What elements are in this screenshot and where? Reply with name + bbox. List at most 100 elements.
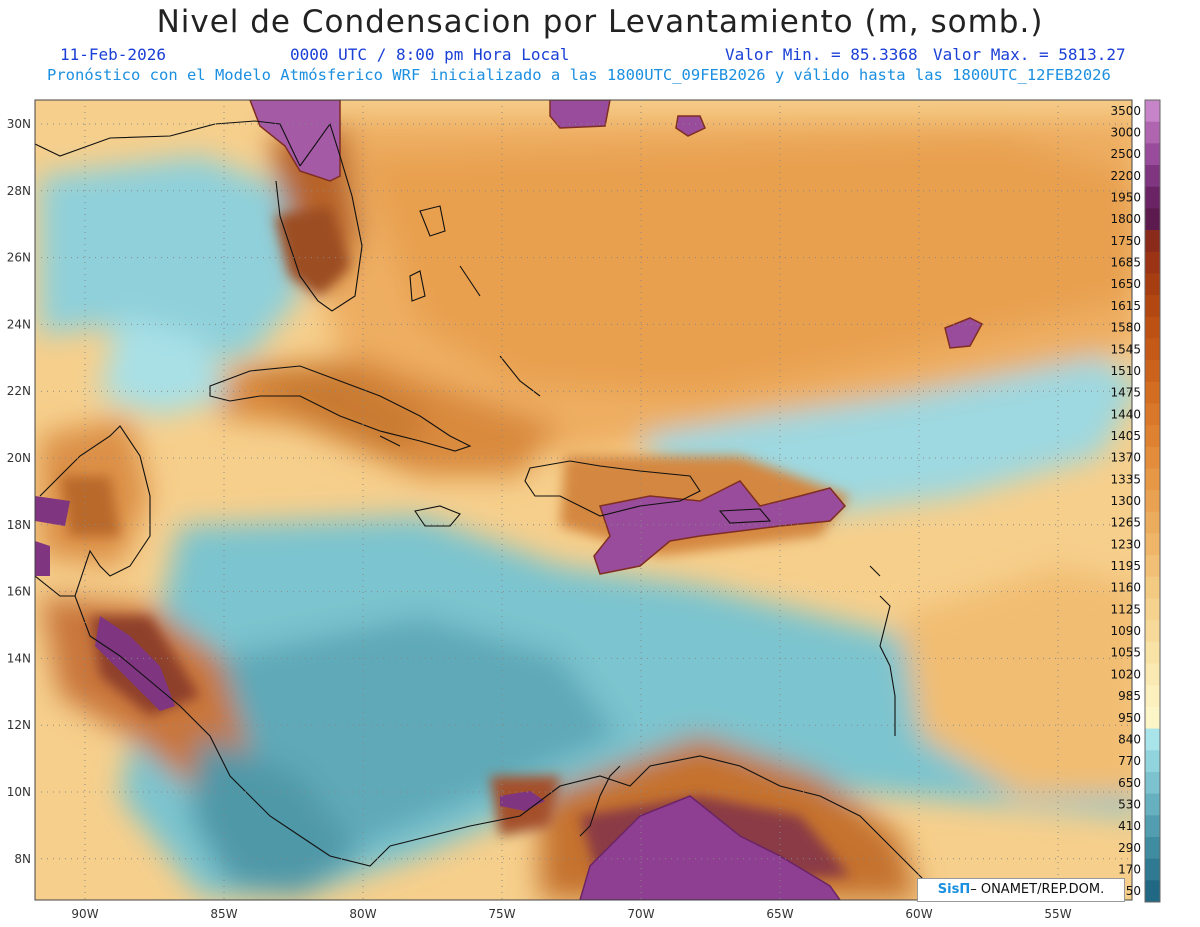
colorbar: 3500 3000 2500 2200 1950 1800 1750 1685 1650 1615… (1110, 99, 1161, 903)
lon-label: 65W (766, 907, 793, 921)
colorbar-label: 3000 (1110, 126, 1141, 140)
colorbar-swatch (1145, 511, 1160, 534)
colorbar-label: 1265 (1110, 516, 1141, 530)
colorbar-swatch (1145, 576, 1160, 599)
colorbar-swatch (1145, 425, 1160, 448)
map-figure: 30N 28N 26N 24N 22N 20N 18N 16N 14N 12N 10N 8N 90W 8… (7, 99, 1161, 921)
colorbar-swatch (1145, 143, 1160, 166)
colorbar-label: 840 (1118, 732, 1141, 746)
colorbar-label: 1160 (1110, 581, 1141, 595)
colorbar-label: 770 (1118, 754, 1141, 768)
colorbar-label: 1195 (1110, 559, 1141, 573)
colorbar-swatch (1145, 186, 1160, 209)
colorbar-swatch (1145, 880, 1160, 903)
colorbar-swatch (1145, 295, 1160, 318)
lon-label: 70W (627, 907, 654, 921)
lat-label: 18N (7, 518, 31, 532)
colorbar-label: 410 (1118, 819, 1141, 833)
colorbar-label: 1370 (1110, 451, 1141, 465)
colorbar-swatch (1145, 663, 1160, 686)
colorbar-swatch (1145, 598, 1160, 621)
lat-label: 8N (14, 852, 31, 866)
colorbar-label: 1685 (1110, 256, 1141, 270)
colorbar-label: 2500 (1110, 147, 1141, 161)
colorbar-swatch (1145, 468, 1160, 491)
forecast-description: Pronóstico con el Modelo Atmósferico WRF… (47, 66, 1111, 84)
credit-dash: – (970, 882, 981, 897)
latitude-labels: 30N 28N 26N 24N 22N 20N 18N 16N 14N 12N 10N 8N (7, 117, 31, 866)
lat-label: 20N (7, 451, 31, 465)
lat-label: 22N (7, 384, 31, 398)
colorbar-label: 1125 (1110, 602, 1141, 616)
forecast-time: 0000 UTC / 8:00 pm Hora Local (290, 45, 570, 64)
value-min: Valor Min. = 85.3368 (725, 45, 918, 64)
colorbar-label: 650 (1118, 776, 1141, 790)
colorbar-label: 530 (1118, 797, 1141, 811)
colorbar-swatch (1145, 446, 1160, 469)
sispi-logo: SisΠ (937, 882, 971, 897)
colorbar-swatch (1145, 620, 1160, 643)
colorbar-swatch (1145, 750, 1160, 773)
lat-label: 10N (7, 785, 31, 799)
colorbar-swatch (1145, 230, 1160, 253)
colorbar-label: 3500 (1110, 104, 1141, 118)
lat-label: 26N (7, 251, 31, 265)
value-max: Valor Max. = 5813.27 (933, 45, 1126, 64)
colorbar-swatch (1145, 771, 1160, 795)
lat-label: 28N (7, 184, 31, 198)
credit-text: ONAMET/REP.DOM. (980, 882, 1105, 897)
chart-title: Nivel de Condensacion por Levantamiento … (156, 4, 1044, 40)
colorbar-label: 1090 (1110, 624, 1141, 638)
colorbar-label: 1800 (1110, 212, 1141, 226)
forecast-date: 11-Feb-2026 (60, 45, 166, 64)
colorbar-frame (1144, 99, 1161, 903)
colorbar-label: 1615 (1110, 299, 1141, 313)
colorbar-label: 1440 (1110, 407, 1141, 421)
colorbar-swatch (1145, 836, 1160, 860)
colorbar-swatch (1145, 533, 1160, 556)
colorbar-swatch (1145, 641, 1160, 664)
colorbar-swatch (1145, 338, 1160, 361)
colorbar-swatch (1145, 815, 1160, 838)
colorbar-label: 1475 (1110, 386, 1141, 400)
lat-label: 24N (7, 317, 31, 331)
colorbar-swatch (1145, 165, 1160, 188)
colorbar-swatch (1145, 208, 1160, 231)
colorbar-swatch (1145, 273, 1160, 296)
colorbar-label: 985 (1118, 689, 1141, 703)
colorbar-label: 1230 (1110, 537, 1141, 551)
colorbar-swatch (1145, 555, 1160, 578)
colorbar-swatch (1145, 381, 1160, 404)
colorbar-swatch (1145, 858, 1160, 881)
longitude-labels: 90W 85W 80W 75W 70W 65W 60W 55W (71, 907, 1071, 921)
coastlines (35, 120, 931, 887)
colorbar-label: 50 (1126, 884, 1141, 898)
colorbar-swatch (1145, 490, 1160, 513)
lon-label: 80W (349, 907, 376, 921)
colorbar-swatch (1145, 403, 1160, 426)
colorbar-swatch (1145, 100, 1160, 123)
colorbar-swatch (1145, 685, 1160, 708)
colorbar-label: 1020 (1110, 667, 1141, 681)
lat-label: 14N (7, 651, 31, 665)
colorbar-swatch (1145, 793, 1160, 816)
colorbar-label: 1750 (1110, 234, 1141, 248)
lon-label: 75W (488, 907, 515, 921)
lon-label: 55W (1044, 907, 1071, 921)
lat-label: 30N (7, 117, 31, 131)
colorbar-label: 1300 (1110, 494, 1141, 508)
colorbar-label: 1580 (1110, 321, 1141, 335)
colorbar-label: 290 (1118, 841, 1141, 855)
colorbar-label: 2200 (1110, 169, 1141, 183)
colorbar-swatch (1145, 706, 1160, 729)
colorbar-label: 1335 (1110, 472, 1141, 486)
colorbar-label: 1405 (1110, 429, 1141, 443)
graticule (35, 100, 1132, 900)
colorbar-label: 1545 (1110, 342, 1141, 356)
colorbar-swatch (1145, 728, 1160, 751)
colorbar-swatch (1145, 316, 1160, 339)
colorbar-label: 170 (1118, 862, 1141, 876)
colorbar-label: 1650 (1110, 277, 1141, 291)
lat-label: 12N (7, 718, 31, 732)
colorbar-swatch (1145, 360, 1160, 383)
